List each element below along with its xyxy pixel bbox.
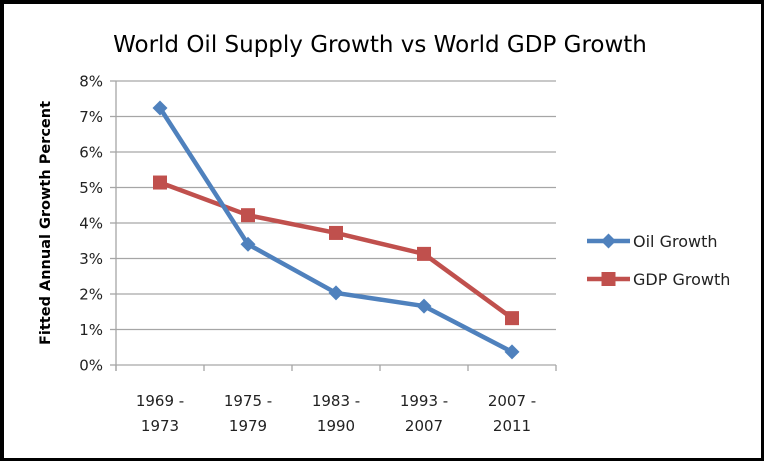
chart-frame: [4, 4, 761, 458]
gdp-growth-point: [329, 225, 343, 240]
legend-gdp-growth-marker: [601, 272, 616, 286]
x-tick-label: 1990: [317, 417, 355, 435]
y-tick-labels: 0% 1% 2% 3% 4% 5% 6% 7% 8%: [79, 73, 103, 375]
legend: Oil Growth GDP Growth: [587, 232, 730, 289]
y-tick-label: 1%: [79, 321, 103, 339]
y-tick-label: 6%: [79, 144, 103, 162]
y-tick-label: 4%: [79, 215, 103, 233]
x-tick-label: 1993 -: [400, 392, 448, 410]
y-tick-label: 0%: [79, 357, 103, 375]
x-tick-label: 2007 -: [488, 392, 536, 410]
axes: [110, 80, 557, 371]
gdp-growth-point: [241, 208, 255, 223]
x-tick-labels: 1969 - 1973 1975 - 1979 1983 - 1990 1993 - 2007…: [136, 392, 536, 435]
x-tick-label: 2011: [493, 417, 531, 435]
oil-growth-point: [328, 285, 344, 301]
gdp-growth-point: [153, 175, 167, 190]
legend-gdp-growth-label: GDP Growth: [633, 270, 730, 289]
series-group: [152, 100, 520, 360]
y-tick-label: 2%: [79, 286, 103, 304]
x-tick-label: 1969 -: [136, 392, 184, 410]
y-tick-label: 3%: [79, 250, 103, 268]
y-axis-title: Fitted Annual Growth Percent: [38, 101, 54, 345]
chart-title: World Oil Supply Growth vs World GDP Gro…: [113, 32, 647, 58]
y-tick-label: 5%: [79, 179, 103, 197]
legend-oil-growth-label: Oil Growth: [633, 232, 717, 251]
x-tick-label: 1979: [229, 417, 267, 435]
x-tick-label: 1975 -: [224, 392, 272, 410]
gdp-growth-point: [505, 311, 519, 326]
y-tick-label: 8%: [79, 73, 103, 91]
oil-growth-point: [504, 344, 520, 360]
y-tick-label: 7%: [79, 108, 103, 126]
x-tick-label: 1973: [141, 417, 179, 435]
oil-growth-point: [416, 298, 432, 314]
oil-growth-point: [240, 236, 256, 252]
oil-growth-point: [152, 100, 168, 116]
gdp-growth-point: [417, 246, 431, 261]
legend-oil-growth-marker: [601, 233, 616, 249]
x-tick-label: 2007: [405, 417, 443, 435]
x-tick-label: 1983 -: [312, 392, 360, 410]
